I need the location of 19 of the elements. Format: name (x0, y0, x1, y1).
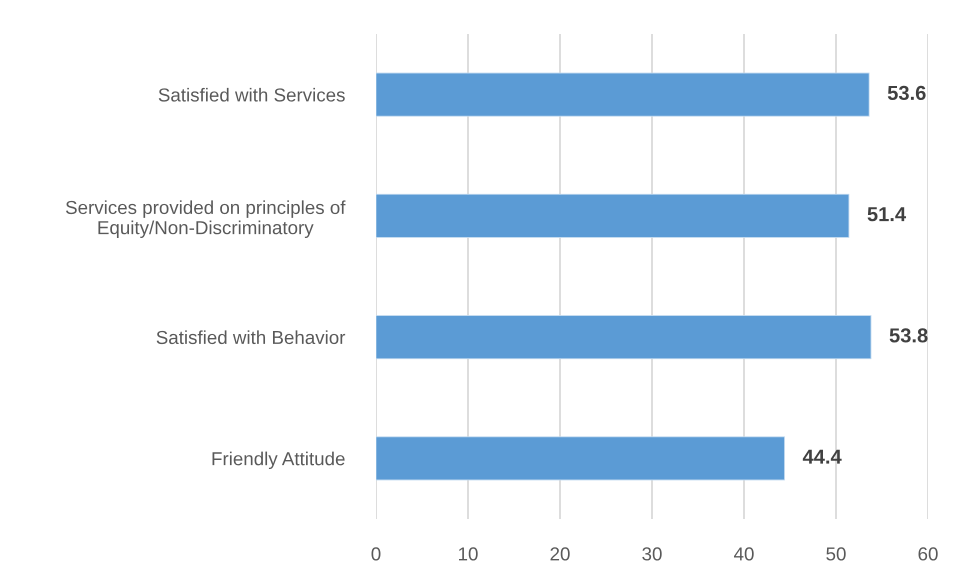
y-tick-label: Services provided on principles of Equity/Non-Discriminatory (66, 200, 346, 238)
x-tick-label: 30 (642, 547, 662, 561)
data-label: 44.4 (802, 450, 842, 464)
bar (376, 436, 785, 480)
data-label: 51.4 (868, 207, 906, 222)
bar (376, 194, 850, 238)
y-tick-label: Friendly Attitude (212, 452, 345, 470)
y-tick-label: Satisfied with Behavior (156, 330, 346, 344)
data-label: 53.8 (890, 328, 928, 343)
bar (376, 72, 870, 117)
x-tick-label: 60 (918, 547, 938, 561)
y-tick-label: Satisfied with Services (158, 88, 345, 102)
x-tick-label: 20 (550, 547, 570, 561)
x-tick-label: 40 (734, 547, 754, 561)
x-tick-label: 0 (372, 547, 380, 561)
data-label: 53.6 (888, 86, 926, 100)
x-tick-label: 50 (826, 547, 846, 561)
x-tick-label: 10 (459, 547, 478, 561)
bar (376, 315, 872, 360)
